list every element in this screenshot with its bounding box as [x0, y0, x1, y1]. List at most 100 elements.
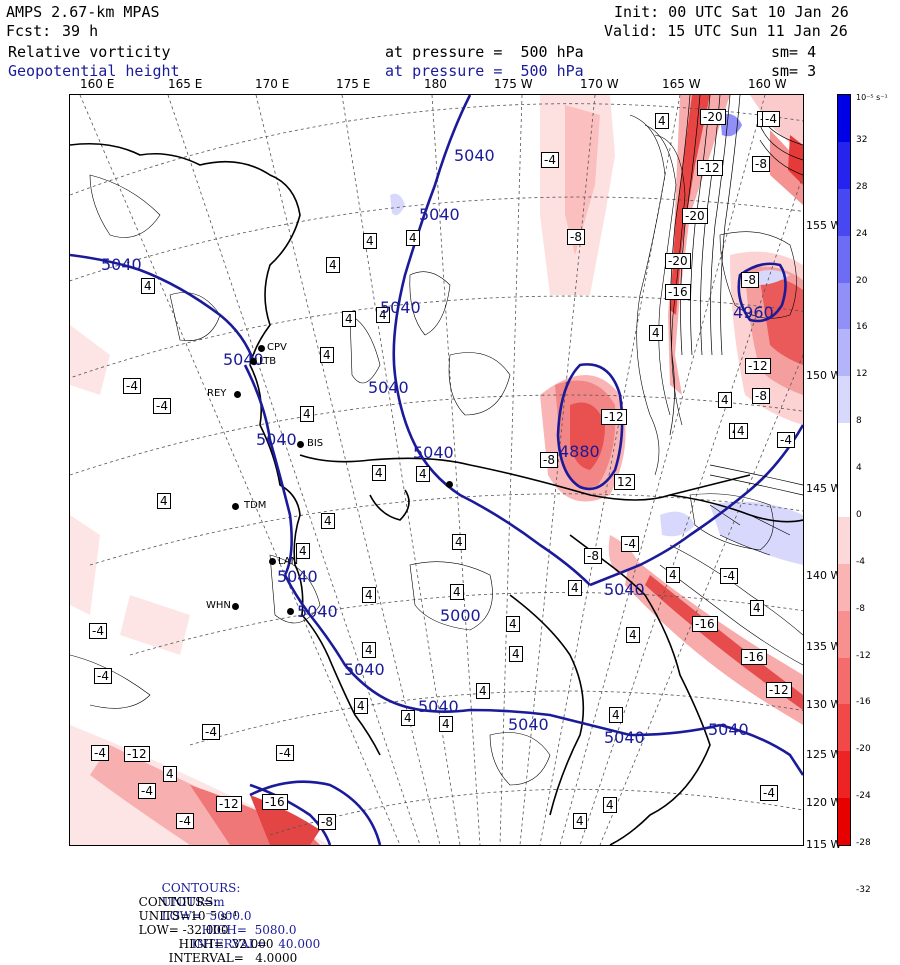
height-label: 5040 — [101, 255, 142, 274]
vorticity-label: 12 — [614, 474, 636, 490]
lon-label-180: 180 — [424, 77, 447, 91]
forecast-label: Fcst: — [6, 22, 52, 40]
lon-label-160e: 160 E — [80, 77, 115, 91]
colorbar-segment — [838, 610, 850, 658]
station-label-cpv: CPV — [267, 342, 287, 353]
colorbar-tick: -8 — [856, 603, 865, 614]
map-panel — [69, 94, 804, 846]
height-label: 5040 — [380, 298, 421, 317]
vorticity-label: 4 — [342, 311, 356, 327]
lon-label-175e: 175 E — [336, 77, 371, 91]
vorticity-label: -4 — [153, 398, 171, 414]
lon-label-165e: 165 E — [168, 77, 203, 91]
height-label: 5040 — [708, 720, 749, 739]
vorticity-label: -4 — [720, 568, 738, 584]
lat-label-150w: 150 W — [806, 369, 842, 382]
colorbar-tick: -28 — [856, 838, 871, 848]
station-dot-bis — [297, 441, 304, 448]
vorticity-label: 4 — [655, 113, 669, 129]
colorbar-tick: 28 — [856, 181, 868, 192]
vorticity-label: -8 — [567, 229, 585, 245]
colorbar-segment — [838, 751, 850, 799]
vorticity-label: -8 — [318, 814, 336, 830]
station-label-whn: WHN — [206, 600, 231, 611]
vorticity-label: -4 — [89, 623, 107, 639]
vorticity-label: -16 — [741, 649, 767, 665]
vorticity-label: -16 — [262, 794, 288, 810]
vorticity-label: 4 — [476, 683, 490, 699]
field1-smoothing: sm= 4 — [771, 43, 817, 61]
vorticity-label: 4 — [321, 513, 335, 529]
height-label: 5040 — [454, 146, 495, 165]
colorbar-tick: -4 — [856, 556, 865, 567]
station-dot-east — [446, 481, 453, 488]
vorticity-label: 4 — [734, 423, 748, 439]
vorticity-label: -16 — [692, 616, 718, 632]
vorticity-label: -4 — [760, 785, 778, 801]
colorbar-segment — [838, 516, 850, 564]
footer1-label: CONTOURS: — [161, 881, 241, 895]
height-label: 5040 — [604, 728, 645, 747]
vorticity-label: -12 — [745, 358, 771, 374]
height-label: 5040 — [604, 580, 645, 599]
vorticity-label: 4 — [609, 707, 623, 723]
vorticity-label: 4 — [157, 493, 171, 509]
vorticity-label: 4 — [363, 233, 377, 249]
lat-label-135w: 135 W — [806, 640, 842, 653]
init-time: Init: 00 UTC Sat 10 Jan 26 — [614, 3, 849, 21]
station-label-tdm: TDM — [244, 500, 267, 511]
colorbar-tick: -16 — [856, 697, 871, 708]
vorticity-label: 4 — [439, 716, 453, 732]
colorbar-tick: 24 — [856, 228, 868, 239]
colorbar-segment — [838, 423, 850, 470]
vorticity-label: -4 — [777, 432, 795, 448]
colorbar-unit: 10⁻⁵ s⁻¹ — [856, 93, 888, 102]
vorticity-label: -8 — [540, 452, 558, 468]
field2-smoothing: sm= 3 — [771, 62, 817, 80]
vorticity-label: 4 — [354, 698, 368, 714]
station-dot-rey — [234, 391, 241, 398]
field1-level: at pressure = 500 hPa — [385, 43, 584, 61]
vorticity-label: 4 — [141, 278, 155, 294]
vorticity-label: 4 — [163, 766, 177, 782]
station-label-bis: BIS — [307, 438, 324, 449]
height-label: 5040 — [344, 660, 385, 679]
station-dot-ltb — [250, 358, 257, 365]
colorbar-tick: -12 — [856, 650, 871, 661]
colorbar-segment — [838, 563, 850, 611]
colorbar-segment — [838, 376, 850, 424]
lat-label-120w: 120 W — [806, 796, 842, 809]
lat-label-115w: 115 W — [806, 838, 842, 851]
vorticity-label: 4 — [666, 567, 680, 583]
colorbar-tick: 4 — [856, 463, 862, 473]
vorticity-label: 4 — [296, 543, 310, 559]
forecast-hour: 39 h — [62, 22, 99, 40]
vorticity-label: -4 — [202, 724, 220, 740]
map-canvas — [70, 95, 803, 845]
colorbar-tick: 16 — [856, 322, 868, 333]
height-label: 5040 — [277, 567, 318, 586]
vorticity-label: 4 — [649, 325, 663, 341]
vorticity-label: 4 — [416, 466, 430, 482]
vorticity-label: -4 — [621, 536, 639, 552]
station-dot-extra — [287, 608, 294, 615]
vorticity-label: 4 — [300, 406, 314, 422]
vorticity-label: 4 — [320, 347, 334, 363]
station-dot-tdm — [232, 503, 239, 510]
vorticity-label: 4 — [406, 230, 420, 246]
vorticity-label: 4 — [376, 307, 390, 323]
vorticity-label: 4 — [626, 627, 640, 643]
field1-name: Relative vorticity — [8, 43, 171, 61]
colorbar-tick: -20 — [856, 744, 871, 755]
colorbar-segment — [838, 329, 850, 377]
height-label: 5040 — [223, 350, 264, 369]
colorbar-tick: -24 — [856, 791, 871, 802]
colorbar-segment — [838, 95, 850, 142]
height-label: 5040 — [508, 715, 549, 734]
vorticity-label: 4 — [452, 534, 466, 550]
coastline — [70, 142, 803, 845]
vorticity-label: 4 — [603, 797, 617, 813]
colorbar-segment — [838, 470, 850, 517]
station-dot-lan — [269, 558, 276, 565]
model-title: AMPS 2.67-km MPAS — [6, 3, 160, 21]
